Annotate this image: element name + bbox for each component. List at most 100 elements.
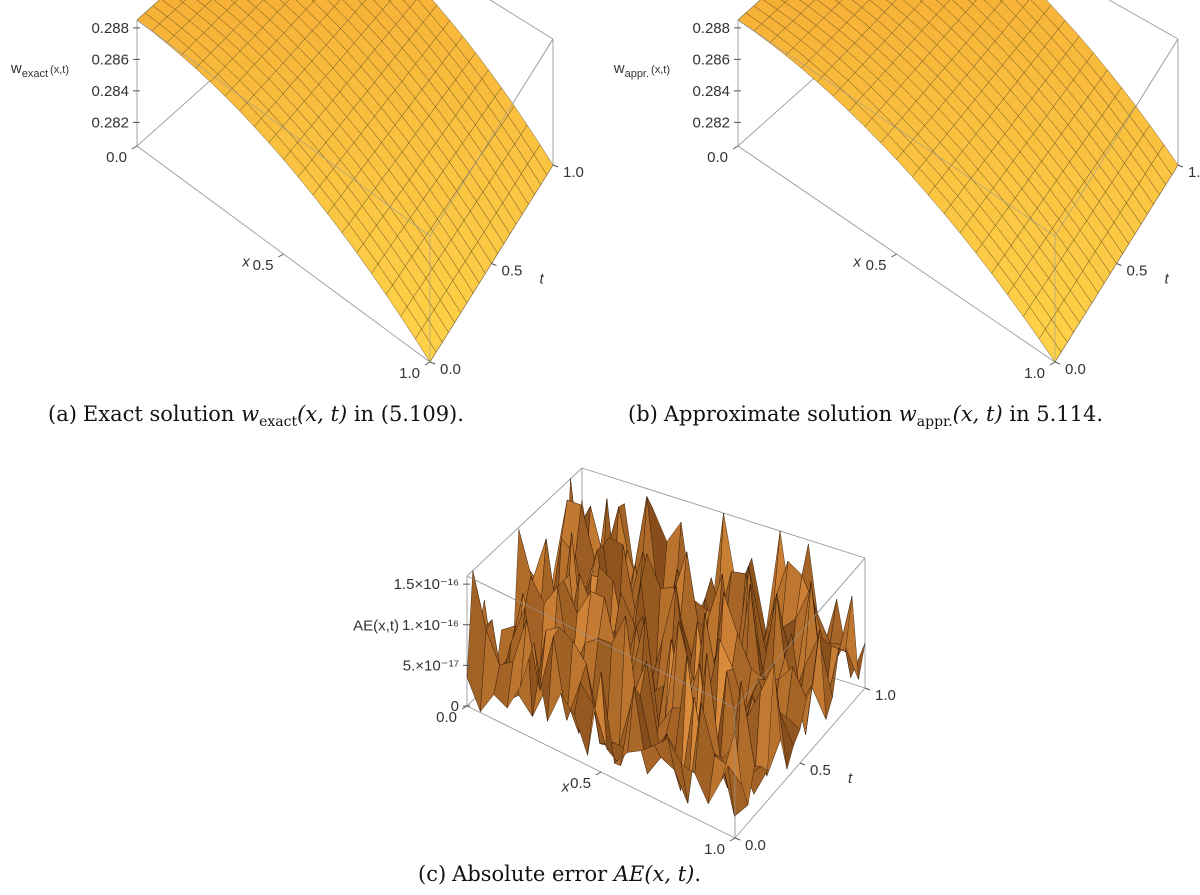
z-tick-label: 1.×10⁻¹⁶ bbox=[402, 617, 459, 634]
box-edge bbox=[1054, 38, 1179, 237]
z-axis-label: AE(x,t) bbox=[353, 617, 399, 634]
z-tick-label: 0.288 bbox=[91, 20, 129, 37]
x-tick-mark bbox=[891, 253, 897, 258]
x-tick-mark bbox=[131, 145, 138, 150]
t-axis-label: t bbox=[540, 271, 545, 288]
z-tick-label: 0.286 bbox=[91, 51, 129, 68]
x-tick-label: 0.0 bbox=[436, 709, 457, 726]
x-tick-label: 1.0 bbox=[1024, 365, 1045, 382]
x-tick-mark bbox=[729, 837, 736, 842]
caption-var: w bbox=[241, 402, 260, 426]
t-tick-mark bbox=[491, 263, 497, 266]
surface-facet bbox=[179, 0, 186, 3]
t-tick-label: 0.5 bbox=[502, 263, 523, 280]
z-axis-label: wappr. (x,t) bbox=[613, 60, 670, 80]
surface-facet bbox=[1038, 328, 1062, 363]
surface-svg-exact: 0.282 0.284 0.286 0.288 0.0 0.5 1.0 0.0 0.5 1.0 x t… bbox=[10, 0, 584, 382]
t-axis-label: t bbox=[1165, 271, 1170, 288]
z-tick-label: 0.288 bbox=[692, 20, 730, 37]
x-axis-label: x bbox=[852, 254, 861, 271]
caption-sub: appr. bbox=[916, 414, 953, 430]
surface bbox=[136, 0, 554, 363]
z-tick-label: 0.284 bbox=[91, 83, 129, 100]
surface-facet bbox=[968, 0, 977, 5]
surface-facet bbox=[781, 0, 789, 3]
t-tick-mark bbox=[1116, 263, 1122, 266]
front-edges bbox=[737, 19, 1179, 362]
surface-facet bbox=[415, 328, 437, 363]
z-tick-label: 0.282 bbox=[692, 114, 730, 131]
surface bbox=[466, 478, 866, 817]
box-edge bbox=[1108, 0, 1179, 40]
x-tick-mark bbox=[424, 361, 431, 366]
surface-facet bbox=[721, 730, 742, 786]
axis-ticks: 0 5.×10⁻¹⁷ 1.×10⁻¹⁶ 1.5×10⁻¹⁶ 0.0 0.5 1.0 0.0 0.… bbox=[394, 576, 896, 858]
caption-prefix: Absolute error bbox=[452, 862, 614, 886]
t-tick-mark bbox=[552, 164, 559, 168]
surface-plot-approx: 0.282 0.284 0.286 0.288 0.0 0.5 1.0 0.0 0.5 1.0 x t… bbox=[600, 0, 1200, 445]
caption-b: (b) Approximate solution wappr.(x, t) in … bbox=[628, 402, 1103, 430]
t-tick-mark bbox=[799, 762, 806, 766]
box-edge bbox=[429, 38, 554, 237]
surface bbox=[737, 0, 1179, 363]
x-axis-label: x bbox=[561, 778, 570, 795]
surface-svg-approx: 0.282 0.284 0.286 0.288 0.0 0.5 1.0 0.0 0.5 1.0 x t… bbox=[613, 0, 1200, 382]
box-edge bbox=[466, 467, 583, 577]
caption-var: AE bbox=[613, 862, 645, 886]
caption-a: (a) Exact solution wexact(x, t) in (5.109… bbox=[48, 402, 464, 430]
z-tick-label: 0.284 bbox=[692, 83, 730, 100]
surface-facet bbox=[357, 0, 367, 5]
z-label-sub: appr. bbox=[625, 68, 649, 80]
caption-suffix: in 5.114. bbox=[1002, 402, 1104, 426]
axis-ticks: 0.282 0.284 0.286 0.288 0.0 0.5 1.0 0.0 0.5 1.0 bbox=[692, 20, 1200, 382]
z-label-main: AE(x,t) bbox=[353, 617, 399, 634]
z-tick-label: 0 bbox=[451, 698, 459, 715]
surface-plot-error: 0 5.×10⁻¹⁷ 1.×10⁻¹⁶ 1.5×10⁻¹⁶ 0.0 0.5 1.0 0.0 0.… bbox=[290, 462, 910, 895]
box-edge bbox=[466, 575, 736, 709]
z-label-main: w bbox=[10, 60, 22, 77]
surface-facet bbox=[230, 0, 238, 4]
t-tick-mark bbox=[1054, 361, 1061, 365]
x-tick-label: 0.5 bbox=[253, 257, 274, 274]
x-axis-label: x bbox=[241, 254, 250, 271]
x-tick-mark bbox=[732, 145, 739, 150]
x-tick-mark bbox=[1049, 361, 1056, 366]
box-edge bbox=[489, 0, 554, 40]
caption-args: (x, t) bbox=[297, 402, 348, 426]
z-label-args: (x,t) bbox=[651, 64, 670, 76]
z-label-main: w bbox=[613, 60, 625, 77]
caption-suffix: . bbox=[694, 862, 702, 886]
x-tick-label: 0.5 bbox=[570, 775, 591, 792]
x-tick-label: 0.5 bbox=[866, 257, 887, 274]
caption-args: (x, t) bbox=[644, 862, 695, 886]
surface-facet bbox=[834, 0, 843, 4]
z-label-args: (x,t) bbox=[50, 64, 69, 76]
caption-suffix: in (5.109). bbox=[347, 402, 464, 426]
box-edge bbox=[737, 19, 1056, 237]
caption-sub: exact bbox=[259, 414, 298, 430]
t-tick-mark bbox=[429, 361, 436, 365]
caption-prefix: Approximate solution bbox=[663, 402, 899, 426]
x-tick-mark bbox=[278, 253, 284, 258]
x-tick-label: 1.0 bbox=[399, 365, 420, 382]
t-tick-mark bbox=[734, 837, 741, 841]
t-tick-label: 1.0 bbox=[875, 687, 896, 704]
t-tick-label: 1.0 bbox=[563, 164, 584, 181]
surface-plot-exact: 0.282 0.284 0.286 0.288 0.0 0.5 1.0 0.0 0.5 1.0 x t… bbox=[0, 0, 600, 445]
caption-tag: (a) bbox=[48, 402, 77, 426]
z-tick-label: 0.286 bbox=[692, 51, 730, 68]
caption-args: (x, t) bbox=[952, 402, 1003, 426]
z-axis-label: wexact (x,t) bbox=[10, 60, 69, 80]
x-tick-label: 0.0 bbox=[106, 149, 127, 166]
box-edge bbox=[136, 19, 431, 237]
t-axis-label: t bbox=[848, 770, 853, 787]
z-tick-label: 0.282 bbox=[91, 114, 129, 131]
x-tick-mark bbox=[461, 705, 468, 710]
caption-c: (c) Absolute error AE(x, t). bbox=[418, 862, 701, 886]
box-edge bbox=[734, 557, 866, 709]
z-label-sub: exact bbox=[22, 68, 48, 80]
x-tick-label: 1.0 bbox=[704, 841, 725, 858]
surface-svg-error: 0 5.×10⁻¹⁷ 1.×10⁻¹⁶ 1.5×10⁻¹⁶ 0.0 0.5 1.0 0.0 0.… bbox=[353, 467, 896, 858]
x-tick-mark bbox=[595, 771, 602, 776]
x-tick-label: 0.0 bbox=[707, 149, 728, 166]
